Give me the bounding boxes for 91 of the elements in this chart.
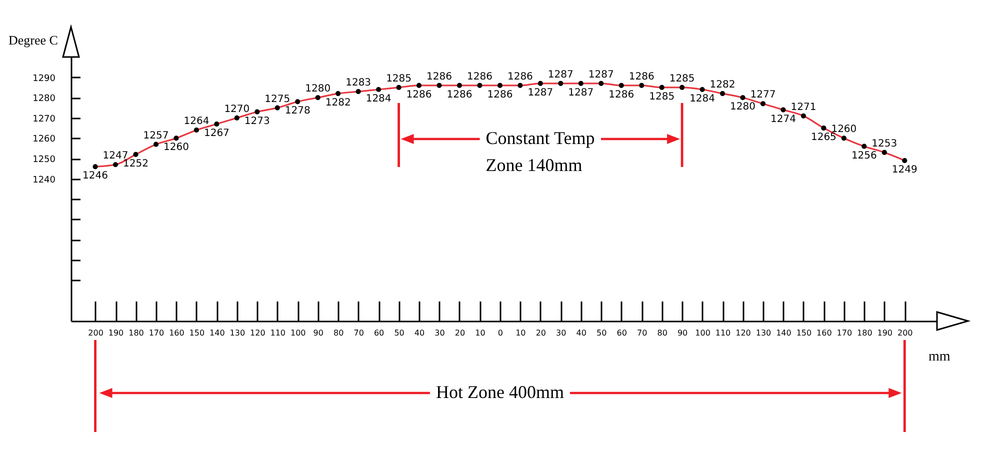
x-tick-label: 130: [756, 328, 772, 338]
x-tick-label: 30: [434, 328, 445, 338]
data-label: 1285: [649, 91, 675, 102]
x-tick-label: 20: [454, 328, 466, 338]
data-label: 1286: [507, 71, 533, 82]
y-tick-label: 1260: [32, 134, 56, 145]
data-label: 1274: [770, 114, 796, 125]
data-label: 1257: [143, 130, 169, 142]
data-label: 1286: [406, 89, 432, 100]
data-label: 1280: [730, 102, 756, 113]
data-label: 1256: [851, 150, 877, 162]
data-label: 1271: [790, 102, 816, 113]
x-tick-label: 110: [270, 328, 286, 338]
x-tick-label: 0: [498, 328, 503, 338]
data-label: 1252: [123, 158, 148, 170]
x-tick-label: 90: [677, 328, 688, 338]
x-tick-label: 120: [250, 328, 266, 338]
x-tick-label: 140: [776, 328, 792, 338]
y-tick-label: 1240: [32, 175, 56, 186]
data-label: 1264: [184, 116, 210, 128]
data-label: 1287: [528, 87, 554, 98]
annotation: Constant Temp: [486, 128, 595, 148]
x-tick-label: 80: [657, 328, 668, 338]
x-tick-label: 40: [414, 328, 425, 338]
data-label: 1287: [588, 69, 614, 80]
x-tick-label: 130: [230, 328, 246, 338]
x-tick-label: 50: [394, 328, 404, 338]
x-tick-label: 80: [333, 328, 344, 338]
x-tick-label: 10: [516, 328, 526, 338]
x-tick-label: 20: [536, 328, 546, 338]
x-tick-label: 50: [596, 328, 607, 338]
x-axis-title: mm: [928, 350, 950, 364]
data-label: 1286: [466, 71, 492, 82]
x-tick-label: 180: [857, 328, 872, 338]
x-tick-label: 150: [189, 328, 205, 338]
x-tick-label: 200: [897, 328, 913, 338]
data-label: 1280: [305, 84, 331, 95]
data-label: 1286: [426, 71, 452, 82]
x-tick-label: 30: [556, 328, 566, 338]
data-label: 1286: [487, 89, 513, 100]
data-label: 1246: [82, 170, 108, 182]
x-tick-label: 140: [210, 328, 225, 338]
x-tick-label: 170: [148, 328, 164, 338]
data-label: 1282: [710, 80, 736, 91]
x-tick-label: 180: [128, 328, 144, 338]
x-tick-label: 100: [695, 328, 710, 338]
x-tick-label: 110: [715, 328, 731, 338]
data-label: 1287: [568, 87, 594, 98]
data-label: 1283: [346, 78, 372, 89]
data-label: 1284: [366, 93, 392, 104]
data-label: 1270: [224, 104, 250, 115]
data-label: 1273: [244, 116, 270, 127]
data-label: 1267: [204, 128, 230, 140]
x-tick-label: 40: [576, 328, 586, 338]
data-label: 1284: [690, 93, 716, 104]
x-tick-label: 160: [169, 328, 184, 338]
x-tick-label: 190: [877, 328, 893, 338]
x-tick-label: 10: [475, 328, 486, 338]
y-tick-label: 1270: [32, 114, 56, 124]
data-label: 1253: [872, 138, 898, 150]
data-label: 1282: [325, 98, 351, 109]
annotation: Zone 140mm: [486, 155, 582, 175]
data-label: 1287: [548, 69, 574, 80]
x-tick-label: 170: [836, 328, 852, 338]
x-tick-label: 70: [354, 328, 364, 338]
data-label: 1277: [750, 90, 776, 101]
x-tick-label: 90: [313, 328, 324, 338]
data-label: 1265: [810, 132, 836, 144]
data-label: 1285: [669, 73, 695, 84]
x-tick-label: 100: [290, 328, 306, 338]
data-label: 1260: [163, 142, 189, 154]
x-tick-label: 60: [374, 328, 384, 338]
data-label: 1285: [386, 73, 412, 84]
text: Hot Zone 400mm: [436, 382, 564, 402]
y-tick-label: 1290: [32, 74, 56, 84]
data-label: 1286: [608, 89, 634, 100]
x-tick-label: 190: [108, 328, 124, 338]
data-label: 1275: [264, 94, 290, 105]
x-tick-label: 120: [736, 328, 751, 338]
data-label: 1286: [628, 71, 654, 82]
data-label: 1286: [446, 89, 472, 100]
x-tick-label: 70: [636, 328, 648, 338]
y-axis-title: Degree C: [8, 32, 58, 48]
y-tick-label: 1280: [32, 94, 56, 104]
y-tick-label: 1250: [32, 155, 56, 166]
x-tick-label: 200: [88, 328, 104, 338]
data-label: 1249: [892, 164, 918, 176]
x-tick-label: 160: [816, 328, 832, 338]
x-tick-label: 60: [616, 328, 627, 338]
data-label: 1278: [284, 106, 310, 117]
x-tick-label: 150: [796, 328, 812, 338]
